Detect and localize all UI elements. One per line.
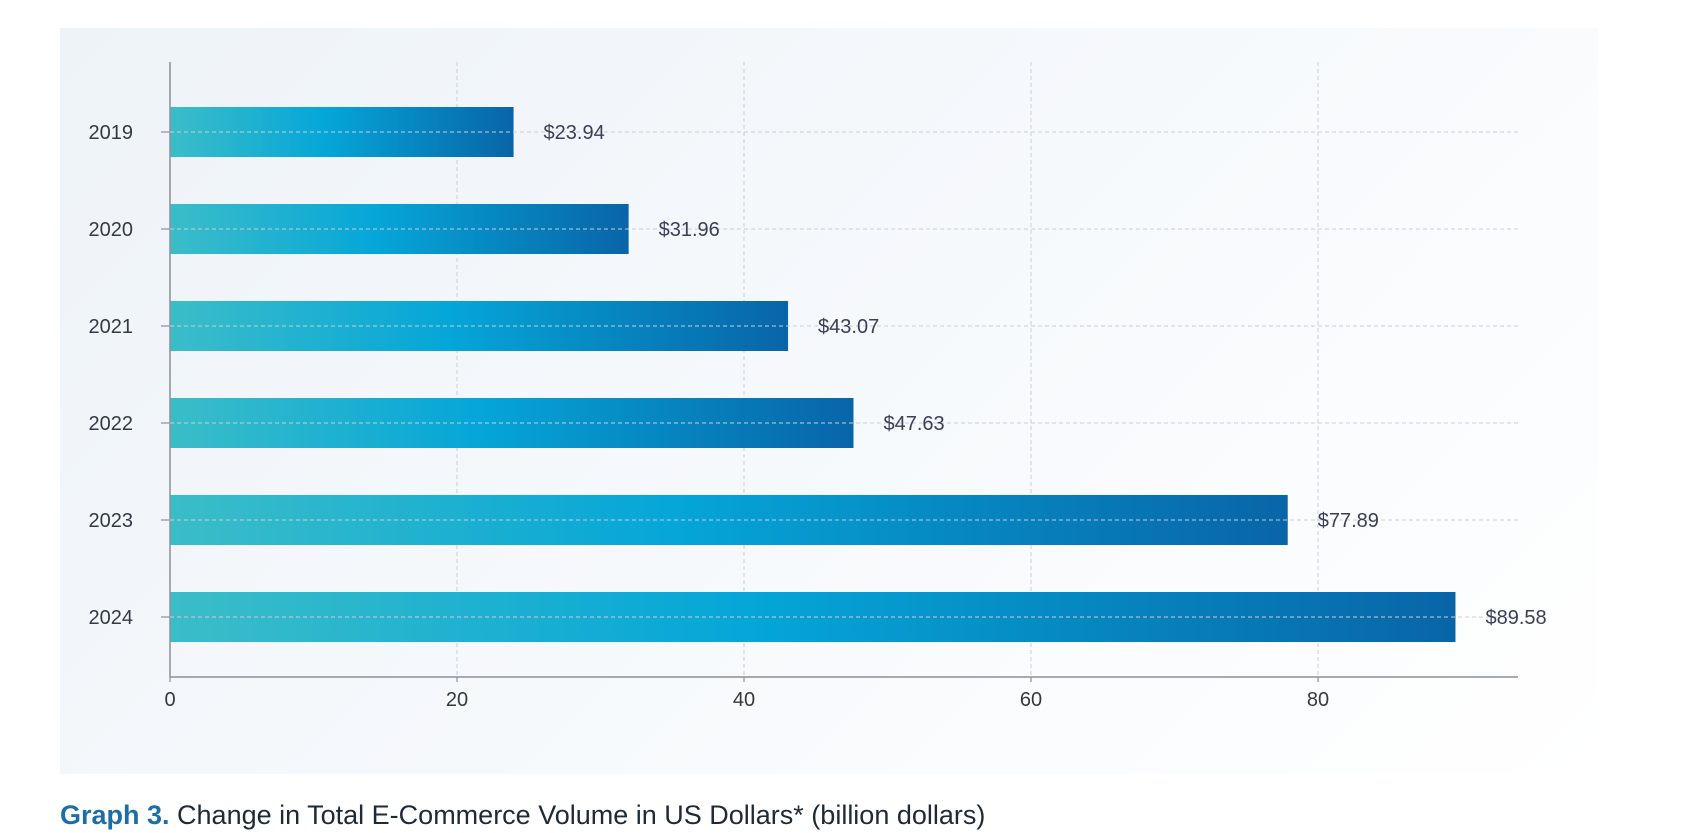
- data-label: $77.89: [1318, 510, 1379, 532]
- x-tick-label: 80: [1307, 689, 1329, 711]
- data-label: $47.63: [883, 413, 944, 435]
- y-tick-label: 2020: [89, 219, 134, 241]
- bar-chart: 2019 $23.94 2020 $31.96 2021 $43.07 2022 $47.63…: [89, 62, 1547, 711]
- data-label: $31.96: [659, 219, 720, 241]
- y-tick-label: 2024: [89, 607, 134, 629]
- x-tick-label: 60: [1020, 689, 1042, 711]
- x-tick-label: 0: [164, 689, 175, 711]
- y-tick-label: 2019: [89, 122, 134, 144]
- grid-lines: [456, 62, 1319, 677]
- x-tick-label: 40: [733, 689, 755, 711]
- data-label: $23.94: [544, 122, 605, 144]
- chart-caption: Graph 3. Change in Total E-Commerce Volu…: [60, 800, 985, 831]
- bars: [170, 107, 1456, 642]
- bar: [170, 495, 1288, 545]
- y-tick-label: 2023: [89, 510, 134, 532]
- axes: [161, 62, 1518, 682]
- bar: [170, 398, 854, 448]
- x-tick-label: 20: [446, 689, 468, 711]
- y-tick-label: 2021: [89, 316, 134, 338]
- bar: [170, 204, 629, 254]
- data-label: $89.58: [1485, 607, 1546, 629]
- labels: 2019 $23.94 2020 $31.96 2021 $43.07 2022 $47.63…: [89, 122, 1547, 711]
- y-tick-label: 2022: [89, 413, 134, 435]
- caption-prefix: Graph 3.: [60, 800, 170, 830]
- caption-text: Change in Total E-Commerce Volume in US …: [169, 800, 986, 830]
- data-label: $43.07: [818, 316, 879, 338]
